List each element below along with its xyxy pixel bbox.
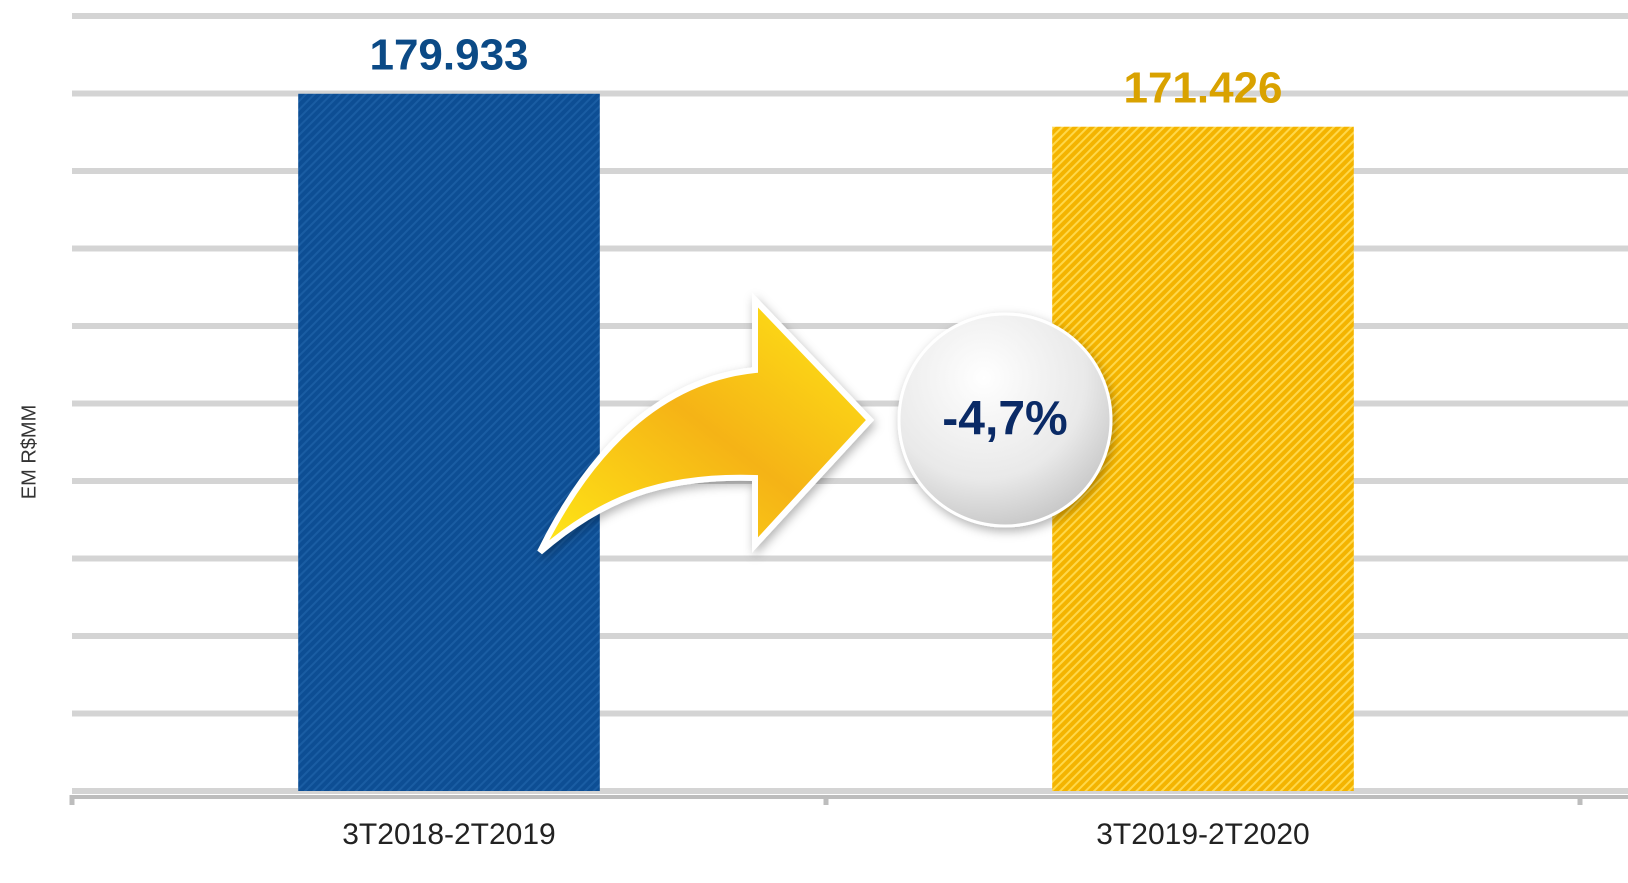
bar — [298, 93, 600, 791]
annotation: -4,7% — [942, 393, 1067, 446]
value-label: 179.933 — [369, 30, 528, 79]
y-axis-label: EM R$MM — [18, 405, 40, 499]
badge — [897, 312, 1113, 528]
arrow — [537, 292, 875, 555]
value-label: 171.426 — [1123, 63, 1282, 112]
x-tick-label: 3T2019-2T2020 — [1096, 818, 1310, 851]
x-tick-label: 3T2018-2T2019 — [342, 818, 556, 851]
